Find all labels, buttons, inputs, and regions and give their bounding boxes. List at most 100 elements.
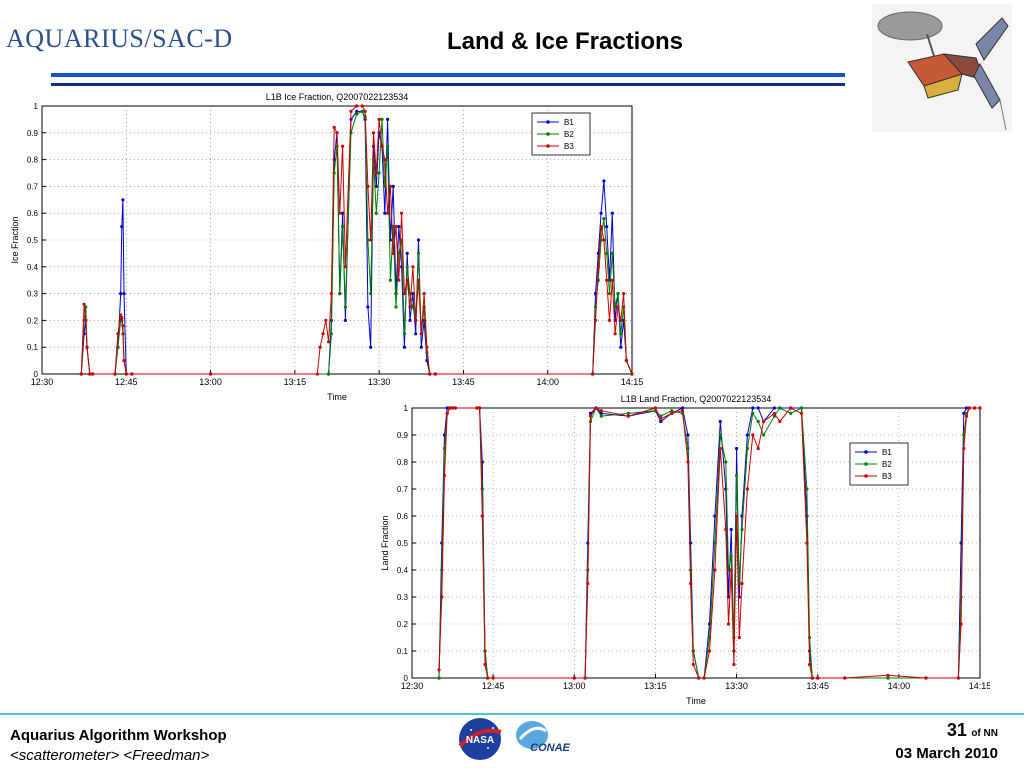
data-point-B2 [394,305,398,309]
y-tick-label: 0.3 [397,593,409,602]
data-point-B3 [659,417,663,421]
data-point-B3 [332,125,336,129]
data-point-B2 [411,305,415,309]
data-point-B3 [329,292,333,296]
data-point-B1 [343,318,347,322]
data-point-B3 [978,406,982,410]
data-point-B2 [360,109,364,113]
data-point-B3 [478,406,482,410]
y-tick-label: 1 [404,404,409,413]
data-point-B1 [122,292,126,296]
data-point-B1 [397,225,401,229]
data-point-B3 [740,581,744,586]
data-point-B3 [338,211,342,215]
data-point-B2 [338,292,342,296]
data-point-B2 [745,446,749,451]
data-point-B1 [408,318,412,322]
data-point-B3 [805,541,809,545]
data-point-B2 [402,332,406,336]
data-point-B3 [451,406,455,410]
x-tick-label: 13:30 [725,681,748,691]
footer-right: 31 of NN 03 March 2010 [895,720,998,762]
data-point-B3 [377,117,381,121]
data-point-B2 [383,184,387,188]
data-point-B2 [605,251,609,255]
data-point-B2 [799,406,804,410]
data-point-B3 [959,622,963,626]
data-point-B1 [369,345,373,349]
data-point-B3 [120,316,124,320]
data-point-B3 [737,635,741,640]
data-point-B2 [805,487,809,491]
data-point-B1 [735,446,739,451]
data-point-B1 [619,345,623,349]
data-point-B3 [689,581,693,586]
header-rule-bottom [51,83,845,86]
logo-slash: / [144,24,153,53]
data-point-B1 [341,211,345,215]
x-tick-label: 12:45 [115,377,138,387]
data-point-B3 [84,318,88,322]
data-point-B3 [383,158,387,162]
data-point-B1 [445,406,449,410]
x-tick-label: 14:15 [621,377,644,387]
data-point-B3 [624,359,629,363]
data-point-B3 [732,662,736,667]
data-point-B3 [91,372,95,376]
legend: B1 B2 B3 [531,112,591,156]
data-point-B3 [366,184,370,188]
data-point-B2 [724,460,728,464]
legend-label: B1 [564,118,574,127]
logo-sub-text: SAC-D [152,24,233,53]
data-point-B1 [610,211,614,215]
data-point-B2 [616,292,620,296]
data-point-B3 [349,109,353,113]
data-point-B2 [762,433,766,437]
x-tick-label: 12:45 [482,681,505,691]
data-point-B1 [119,292,123,296]
data-point-B1 [355,109,359,113]
data-point-B1 [680,406,685,410]
data-point-B3 [397,278,401,282]
series-line-B3 [80,105,633,375]
data-point-B3 [388,184,392,188]
data-point-B1 [374,184,378,188]
data-point-B3 [428,372,432,376]
data-point-B3 [448,406,452,410]
y-tick-label: 0.1 [27,343,39,352]
y-tick-label: 0.7 [397,485,409,494]
data-point-B2 [778,406,782,410]
y-tick-label: 0.9 [397,431,409,440]
data-point-B2 [718,433,722,437]
data-point-B3 [973,406,977,410]
data-point-B3 [772,411,776,415]
data-point-B3 [391,251,395,255]
data-point-B1 [751,406,755,410]
data-point-B3 [702,676,706,680]
x-tick-label: 13:00 [199,377,222,387]
data-point-B3 [956,676,961,680]
data-point-B3 [318,345,322,349]
data-point-B2 [374,211,378,215]
data-point-B3 [360,104,364,108]
y-axis-label: Land Fraction [380,515,390,570]
data-point-B3 [610,278,614,282]
series-line-B1 [80,110,633,375]
data-point-B3 [335,131,339,135]
satellite-illustration [872,4,1012,132]
y-tick-label: 0.8 [397,458,409,467]
data-point-B3 [653,406,657,410]
legend-label: B2 [564,130,574,139]
data-point-B3 [593,318,598,322]
data-point-B3 [616,305,620,309]
data-point-B3 [762,419,766,424]
data-point-B3 [324,318,328,322]
data-point-B2 [377,171,381,175]
data-point-B1 [386,117,390,121]
data-point-B3 [405,278,409,282]
y-tick-label: 0.6 [397,512,409,521]
data-point-B3 [419,332,423,336]
data-point-B3 [122,359,126,363]
data-point-B1 [366,305,370,309]
legend-label: B3 [882,472,892,481]
